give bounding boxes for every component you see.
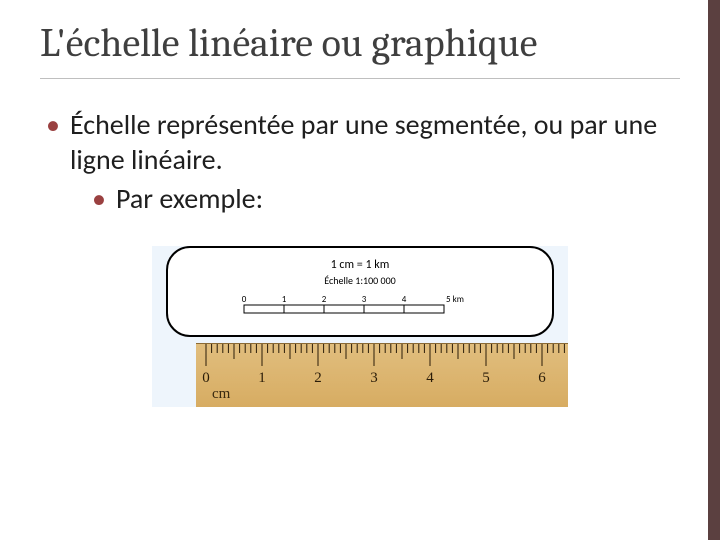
svg-text:4: 4 <box>426 370 434 386</box>
bullet-dot-icon: • <box>92 181 106 216</box>
svg-text:3: 3 <box>370 370 378 386</box>
bullet-level-2: • Par exemple: <box>46 181 680 216</box>
scale-box: 1 cm = 1 km Échelle 1:100 000 0 1 2 3 4 5 km <box>166 246 554 337</box>
scale-equivalence: 1 cm = 1 km <box>182 258 538 272</box>
ruler-container: 0 1 2 3 4 5 6 cm <box>152 343 568 407</box>
svg-text:0: 0 <box>202 370 210 386</box>
bullet-text: Échelle représentée par une segmentée, o… <box>70 107 680 177</box>
svg-text:0: 0 <box>242 294 247 305</box>
bullet-level-1: • Échelle représentée par une segmentée,… <box>46 107 680 177</box>
bullet-text: Par exemple: <box>116 181 263 216</box>
svg-text:5: 5 <box>482 370 490 386</box>
svg-text:1: 1 <box>282 294 287 305</box>
bar-scale: 0 1 2 3 4 5 km <box>230 293 490 321</box>
svg-text:2: 2 <box>322 294 327 305</box>
page-title: L'échelle linéaire ou graphique <box>40 20 680 66</box>
ruler-unit-label: cm <box>212 386 230 403</box>
figure-container: 1 cm = 1 km Échelle 1:100 000 012345 km … <box>152 246 568 407</box>
svg-text:5 km: 5 km <box>446 294 464 305</box>
slide: L'échelle linéaire ou graphique • Échell… <box>0 0 720 540</box>
svg-text:2: 2 <box>314 370 322 386</box>
accent-bar <box>708 0 720 540</box>
ruler-ticks: 0 1 2 3 4 5 6 <box>196 344 568 408</box>
title-underline <box>40 78 680 79</box>
bullet-list: • Échelle représentée par une segmentée,… <box>40 107 680 216</box>
svg-text:6: 6 <box>538 370 546 386</box>
svg-text:3: 3 <box>362 294 367 305</box>
scale-ratio: Échelle 1:100 000 <box>182 274 538 287</box>
svg-text:1: 1 <box>258 370 266 386</box>
ruler: 0 1 2 3 4 5 6 <box>196 343 568 407</box>
bullet-dot-icon: • <box>46 107 60 177</box>
svg-text:4: 4 <box>402 294 407 305</box>
